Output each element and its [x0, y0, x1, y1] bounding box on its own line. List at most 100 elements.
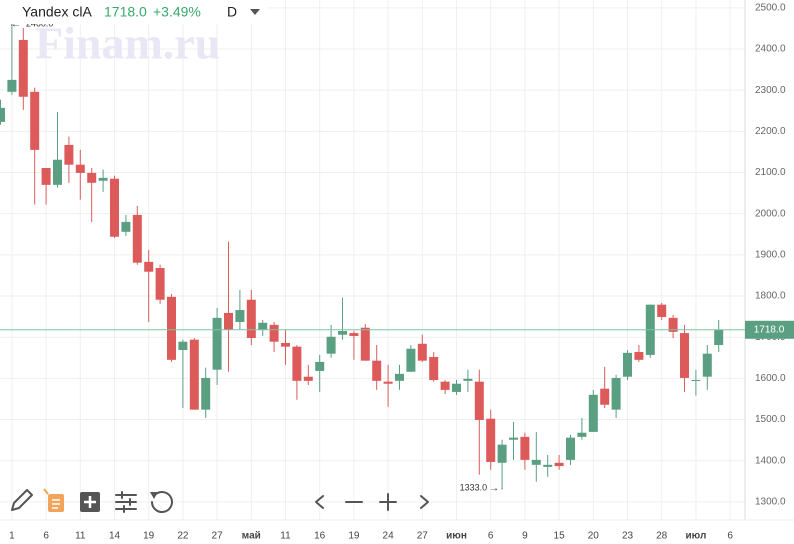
candle-body — [577, 432, 587, 437]
candle-body — [429, 356, 439, 381]
interval-dropdown[interactable] — [250, 9, 260, 15]
x-tick-label: 28 — [656, 531, 668, 542]
scroll-right[interactable] — [420, 495, 429, 509]
candle-body — [566, 437, 575, 460]
candle-body — [406, 348, 416, 372]
candle-body — [201, 377, 211, 410]
candle-body — [64, 144, 74, 165]
candle-body — [212, 317, 222, 370]
x-tick-label: 9 — [522, 531, 528, 542]
candle-body — [155, 268, 165, 300]
candle-body — [702, 353, 712, 377]
scroll-left[interactable] — [315, 495, 324, 509]
candle-body — [600, 388, 610, 405]
settings[interactable] — [115, 491, 137, 513]
candles — [0, 24, 724, 489]
notes-tool[interactable] — [43, 488, 64, 512]
x-tick-label: 6 — [488, 531, 494, 542]
y-tick-label: 2200.0 — [755, 126, 786, 137]
candle-body — [7, 79, 17, 92]
candle-body — [623, 352, 632, 377]
x-tick-label: 11 — [280, 531, 291, 542]
grid — [0, 0, 745, 520]
x-tick-label: июн — [446, 531, 467, 542]
watermark: Finam.ru — [35, 18, 220, 69]
x-tick-label: 6 — [727, 531, 733, 542]
candle-body — [53, 159, 62, 185]
candle-body — [75, 164, 85, 173]
candle-body — [417, 343, 427, 361]
candle-body — [474, 381, 484, 420]
x-tick-label: 15 — [554, 531, 566, 542]
symbol[interactable]: Yandex clA — [22, 4, 92, 20]
candle-body — [543, 464, 553, 467]
candle-body — [520, 436, 530, 460]
y-tick-label: 2000.0 — [755, 208, 786, 219]
candle-body — [178, 341, 188, 350]
y-tick-label: 1600.0 — [755, 373, 786, 384]
header: Yandex clA 1718.0 +3.49% D — [0, 0, 268, 24]
candle-body — [18, 39, 28, 97]
candle-body — [634, 352, 644, 360]
candle-body — [0, 107, 5, 122]
candle-body — [338, 331, 347, 335]
x-tick-label: 23 — [622, 531, 634, 542]
change: +3.49% — [153, 4, 201, 20]
x-tick-label: 11 — [75, 531, 86, 542]
candle-body — [349, 333, 359, 336]
y-tick-label: 2100.0 — [755, 167, 786, 178]
candle-body — [87, 172, 97, 183]
y-tick-label: 2400.0 — [755, 44, 786, 55]
candle-body — [554, 462, 564, 467]
candle-body — [497, 444, 507, 463]
x-tick-label: 16 — [314, 531, 326, 542]
candle-body — [360, 327, 370, 361]
candle-body — [246, 299, 256, 339]
y-tick-label: 1800.0 — [755, 291, 786, 302]
candle-body — [668, 317, 678, 332]
candle-body — [680, 333, 689, 378]
candle-body — [41, 167, 51, 185]
candle-body — [611, 377, 621, 410]
candle-body — [98, 177, 108, 181]
candle-body — [452, 383, 461, 392]
x-tick-label: 1 — [9, 531, 15, 542]
candle-body — [315, 361, 325, 371]
toolbar — [11, 488, 429, 513]
candle-body — [691, 380, 701, 382]
x-tick-label: 14 — [109, 531, 121, 542]
x-tick-label: 20 — [588, 531, 600, 542]
y-tick-label: 1900.0 — [755, 249, 786, 260]
y-tick-label: 1400.0 — [755, 455, 786, 466]
x-tick-label: 19 — [143, 531, 155, 542]
candle-body — [132, 214, 142, 263]
candle-body — [269, 324, 279, 342]
interval[interactable]: D — [227, 4, 237, 20]
add-indicator[interactable] — [80, 492, 100, 512]
x-tick-label: 27 — [417, 531, 429, 542]
candle-body — [292, 346, 302, 381]
x-tick-label: 19 — [348, 531, 360, 542]
y-tick-label: 2500.0 — [755, 2, 786, 13]
x-tick-label: июл — [686, 531, 707, 542]
x-tick-label: май — [242, 531, 261, 542]
min-marker-label: 1333.0 — [460, 483, 488, 493]
draw-tool[interactable] — [11, 489, 33, 511]
x-tick-label: 6 — [43, 531, 49, 542]
min-marker-arrow: → — [489, 483, 499, 494]
last-price: 1718.0 — [104, 4, 147, 20]
header-bg — [0, 0, 268, 24]
reset[interactable] — [150, 491, 173, 513]
candle-body — [235, 310, 245, 322]
candle-body — [588, 394, 598, 432]
candle-body — [383, 381, 393, 384]
candle-body — [714, 329, 724, 346]
candle-body — [531, 459, 541, 465]
x-tick-label: 24 — [383, 531, 395, 542]
candle-body — [395, 373, 404, 381]
candle-body — [30, 91, 40, 150]
zoom-in[interactable] — [379, 493, 397, 511]
max-marker-arrow: ← — [11, 19, 21, 30]
candle-body — [486, 418, 496, 462]
candle-body — [657, 304, 667, 318]
